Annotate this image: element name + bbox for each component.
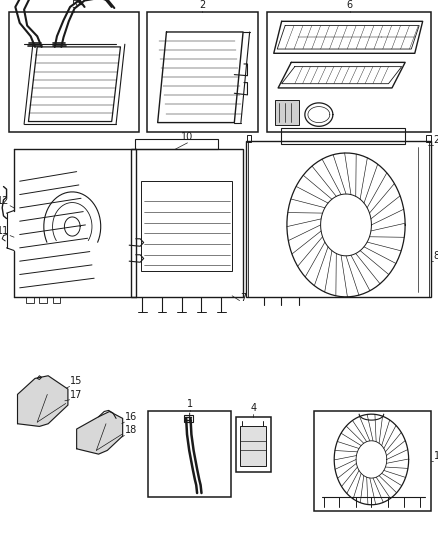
Text: 8: 8 [434, 251, 438, 261]
Bar [240, 426, 266, 466]
Bar [26, 297, 34, 303]
Bar [53, 297, 60, 303]
Bar [135, 139, 218, 149]
Text: 18: 18 [125, 425, 137, 435]
Text: 5: 5 [71, 0, 77, 10]
Bar [275, 100, 299, 125]
Text: 2: 2 [199, 0, 205, 10]
Bar [247, 135, 251, 142]
Polygon shape [77, 411, 123, 454]
Bar [314, 411, 431, 511]
Bar [131, 149, 243, 297]
Text: 6: 6 [346, 0, 353, 10]
Polygon shape [18, 376, 68, 426]
Text: 11: 11 [0, 225, 10, 236]
Bar [184, 415, 193, 422]
Text: 4: 4 [250, 403, 256, 413]
Bar [148, 411, 231, 497]
Text: 1: 1 [187, 399, 193, 409]
Bar [147, 12, 258, 132]
Bar [281, 128, 405, 144]
Bar [246, 141, 431, 297]
Bar [426, 135, 431, 142]
Bar [39, 297, 47, 303]
Text: 21: 21 [434, 135, 438, 145]
Text: 12: 12 [0, 196, 10, 206]
Bar [236, 417, 271, 472]
Text: 7: 7 [240, 293, 246, 303]
Bar [141, 181, 232, 271]
Text: 13: 13 [434, 451, 438, 461]
Text: 10: 10 [181, 132, 194, 142]
Text: 15: 15 [70, 376, 82, 386]
Bar [9, 12, 139, 132]
Text: 16: 16 [125, 412, 137, 422]
Bar [267, 12, 431, 132]
Text: 17: 17 [70, 390, 82, 400]
